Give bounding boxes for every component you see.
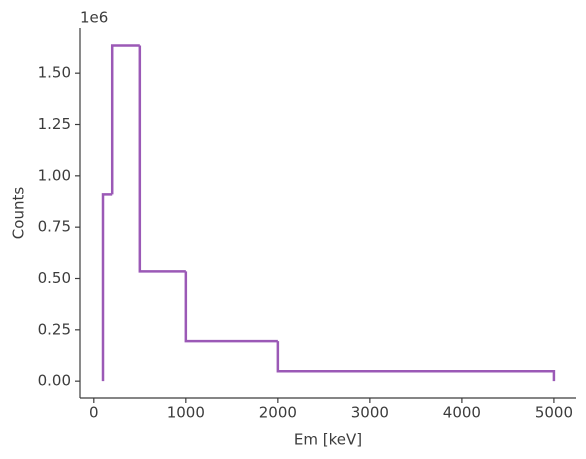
x-tick-label: 1000 <box>167 404 205 422</box>
y-tick-label: 0.75 <box>38 218 71 236</box>
x-tick-label: 0 <box>89 404 99 422</box>
y-tick-label: 0.25 <box>38 320 71 338</box>
y-tick-label: 1.00 <box>38 166 71 184</box>
histogram-step <box>138 45 186 273</box>
x-axis-label: Em [keV] <box>294 431 362 449</box>
y-axis-label: Counts <box>10 187 28 240</box>
y-tick-label: 0.50 <box>38 269 71 287</box>
y-offset-label: 1e6 <box>80 9 108 27</box>
histogram-step <box>276 341 556 382</box>
x-tick-label: 2000 <box>259 404 297 422</box>
x-tick-label: 4000 <box>443 404 481 422</box>
histogram-step <box>184 271 278 343</box>
histogram-step <box>101 193 113 382</box>
y-tick-label: 1.25 <box>38 115 71 133</box>
x-tick-label: 3000 <box>351 404 389 422</box>
histogram-step <box>110 44 140 195</box>
x-tick-label: 5000 <box>535 404 573 422</box>
y-tick-label: 1.50 <box>38 64 71 82</box>
y-tick-label: 0.00 <box>38 372 71 390</box>
